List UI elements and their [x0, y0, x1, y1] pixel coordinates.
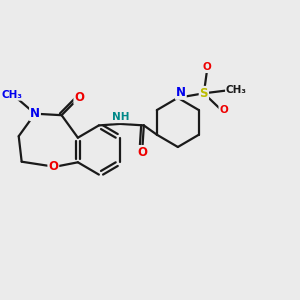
Text: S: S [200, 87, 208, 100]
Text: NH: NH [112, 112, 130, 122]
Text: O: O [137, 146, 147, 159]
Text: O: O [202, 62, 211, 72]
Text: O: O [74, 91, 84, 104]
Text: CH₃: CH₃ [2, 90, 23, 100]
Text: O: O [48, 160, 58, 173]
Text: O: O [219, 105, 228, 116]
Text: CH₃: CH₃ [226, 85, 247, 95]
Text: N: N [176, 86, 186, 99]
Text: N: N [30, 107, 40, 120]
